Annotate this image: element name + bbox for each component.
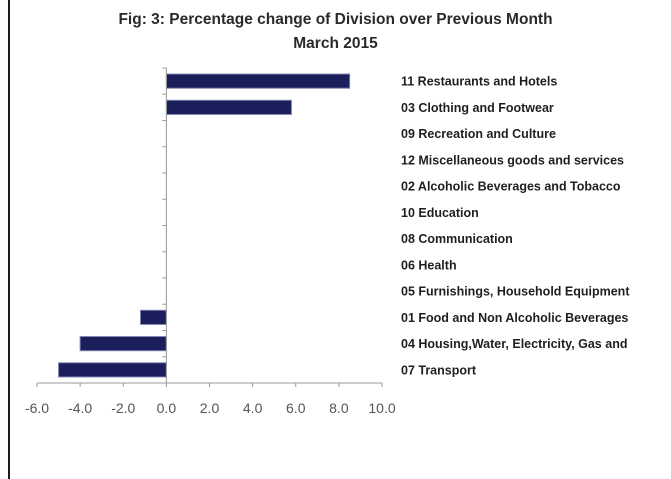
category-label: 03 Clothing and Footwear — [401, 101, 554, 115]
x-tick-label: -4.0 — [68, 400, 92, 416]
category-label: 07 Transport — [401, 363, 477, 377]
x-tick-label: -2.0 — [111, 400, 135, 416]
category-labels: 11 Restaurants and Hotels 03 Clothing and… — [401, 75, 630, 378]
category-label: 12 Miscellaneous goods and services — [401, 153, 624, 167]
x-tick-label: 8.0 — [329, 400, 349, 416]
category-label: 02 Alcoholic Beverages and Tobacco — [401, 180, 621, 194]
bar — [58, 362, 167, 378]
x-tick-label: 10.0 — [368, 400, 395, 416]
category-label: 08 Communication — [401, 232, 513, 246]
category-label: 05 Furnishings, Household Equipment — [401, 285, 630, 299]
x-tick-label: 2.0 — [200, 400, 220, 416]
x-tick-label: 6.0 — [286, 400, 306, 416]
category-label: 11 Restaurants and Hotels — [401, 75, 557, 89]
x-tick-labels: -6.0 -4.0 -2.0 0.0 2.0 4.0 6.0 8.0 10.0 — [25, 400, 396, 416]
frame-border — [8, 0, 10, 479]
x-tick-label: 0.0 — [157, 400, 177, 416]
bars — [58, 73, 351, 378]
category-label: 09 Recreation and Culture — [401, 127, 556, 141]
bar — [165, 99, 292, 115]
category-label: 01 Food and Non Alcoholic Beverages — [401, 311, 628, 325]
chart-subtitle: March 2015 — [293, 35, 378, 52]
axes — [36, 67, 383, 387]
bar — [79, 336, 167, 352]
category-label: 10 Education — [401, 206, 479, 220]
bar — [165, 73, 351, 89]
category-label: 06 Health — [401, 258, 457, 272]
chart-title: Fig: 3: Percentage change of Division ov… — [118, 11, 553, 28]
category-label: 04 Housing,Water, Electricity, Gas and — [401, 337, 627, 351]
x-tick-label: -6.0 — [25, 400, 49, 416]
x-tick-label: 4.0 — [243, 400, 263, 416]
bar — [140, 309, 167, 325]
